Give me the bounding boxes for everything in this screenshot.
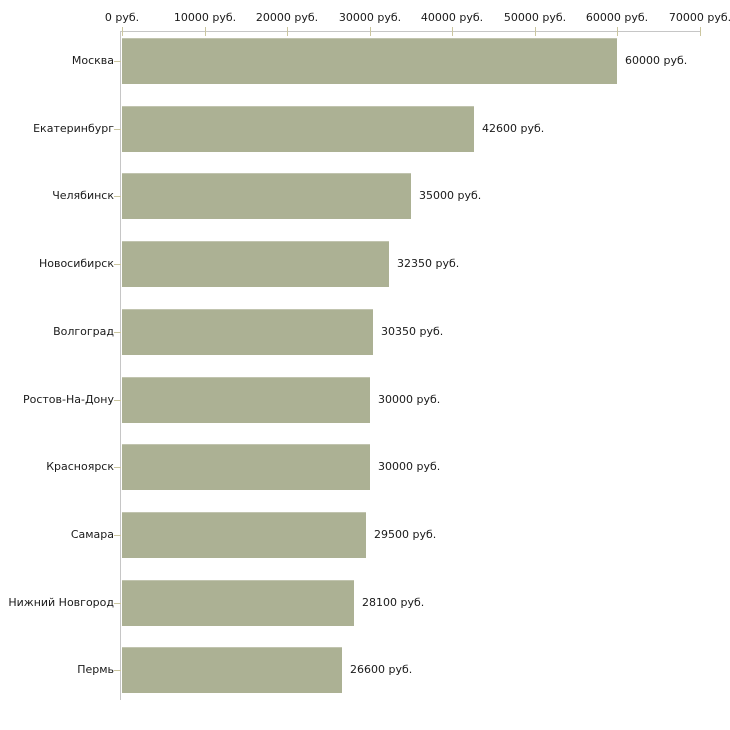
- category-label: Екатеринбург: [33, 122, 114, 135]
- bar: [122, 647, 342, 693]
- category-tick: [114, 400, 121, 401]
- bar: [122, 106, 474, 152]
- category-tick: [114, 332, 121, 333]
- value-label: 60000 руб.: [625, 54, 688, 67]
- category-label: Челябинск: [52, 189, 114, 202]
- y-axis-line: [120, 31, 121, 700]
- x-axis-tick: [122, 27, 123, 36]
- category-tick: [114, 467, 121, 468]
- bar: [122, 377, 370, 423]
- category-label: Пермь: [77, 663, 114, 676]
- x-axis-tick: [287, 27, 288, 36]
- x-axis-tick: [535, 27, 536, 36]
- x-axis-tick: [700, 27, 701, 36]
- value-label: 30350 руб.: [381, 325, 444, 338]
- bar: [122, 580, 354, 626]
- category-tick: [114, 535, 121, 536]
- category-tick: [114, 264, 121, 265]
- x-axis-tick: [617, 27, 618, 36]
- bar: [122, 173, 411, 219]
- x-axis-line: [120, 31, 700, 32]
- category-label: Ростов-На-Дону: [22, 393, 114, 406]
- value-label: 28100 руб.: [362, 596, 425, 609]
- category-label: Москва: [71, 54, 114, 67]
- value-label: 26600 руб.: [350, 663, 413, 676]
- x-axis-tick: [205, 27, 206, 36]
- value-label: 42600 руб.: [482, 122, 545, 135]
- value-label: 30000 руб.: [378, 393, 441, 406]
- value-label: 35000 руб.: [419, 189, 482, 202]
- bar: [122, 512, 366, 558]
- category-tick: [114, 196, 121, 197]
- category-label: Волгоград: [53, 325, 114, 338]
- value-label: 32350 руб.: [397, 257, 460, 270]
- category-tick: [114, 603, 121, 604]
- bar: [122, 309, 373, 355]
- category-label: Красноярск: [46, 460, 114, 473]
- bar: [122, 241, 389, 287]
- x-axis-tick-label: 60000 руб.: [585, 11, 649, 24]
- bar: [122, 444, 370, 490]
- bar: [122, 38, 617, 84]
- x-axis-tick: [370, 27, 371, 36]
- category-tick: [114, 129, 121, 130]
- x-axis-tick-label: 40000 руб.: [420, 11, 484, 24]
- x-axis-tick-label: 10000 руб.: [173, 11, 237, 24]
- category-label: Нижний Новгород: [8, 596, 114, 609]
- x-axis-tick-label: 50000 руб.: [503, 11, 567, 24]
- category-label: Новосибирск: [38, 257, 114, 270]
- value-label: 29500 руб.: [374, 528, 437, 541]
- x-axis-tick-label: 20000 руб.: [255, 11, 319, 24]
- category-tick: [114, 61, 121, 62]
- x-axis-tick-label: 0 руб.: [104, 11, 140, 24]
- value-label: 30000 руб.: [378, 460, 441, 473]
- category-tick: [114, 670, 121, 671]
- x-axis-tick: [452, 27, 453, 36]
- category-label: Самара: [70, 528, 114, 541]
- x-axis-tick-label: 70000 руб.: [668, 11, 730, 24]
- x-axis-tick-label: 30000 руб.: [338, 11, 402, 24]
